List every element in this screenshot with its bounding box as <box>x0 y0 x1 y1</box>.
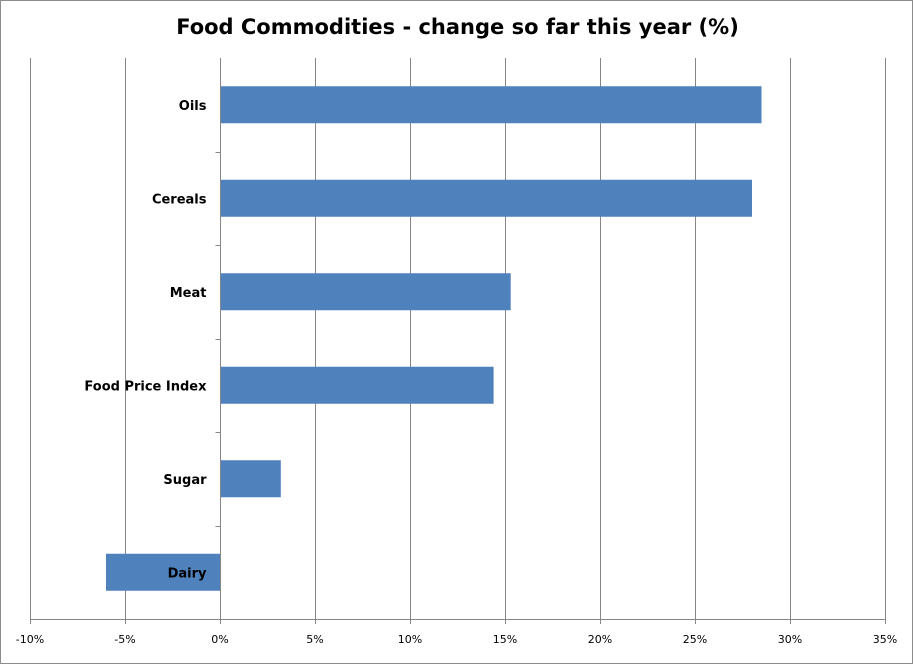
category-label: Dairy <box>168 566 207 581</box>
axes <box>30 58 886 624</box>
x-tick-label: 30% <box>778 633 802 646</box>
bar-meat <box>220 273 511 311</box>
bar-sugar <box>220 460 281 498</box>
labels: -10% -5% 0% 5% 10% 15% 20% 25% 30% 35% Oils Cereals… <box>16 99 897 646</box>
x-tick-label: 15% <box>493 633 517 646</box>
category-label: Sugar <box>163 473 207 488</box>
x-tick-label: 10% <box>398 633 422 646</box>
x-tick-label: -10% <box>16 633 44 646</box>
x-tick-label: 5% <box>306 633 323 646</box>
x-tick-label: 25% <box>683 633 707 646</box>
bars <box>106 86 762 591</box>
bar-cereals <box>220 179 752 217</box>
x-tick-label: 0% <box>211 633 228 646</box>
x-tick-label: 20% <box>588 633 612 646</box>
bar-oils <box>220 86 762 124</box>
chart-title: Food Commodities - change so far this ye… <box>176 15 739 39</box>
bar-dairy <box>106 553 220 591</box>
category-label: Cereals <box>152 192 207 207</box>
category-label: Meat <box>170 286 207 301</box>
category-label: Food Price Index <box>84 379 207 394</box>
category-label: Oils <box>179 99 207 114</box>
gridlines <box>30 58 886 619</box>
x-tick-label: 35% <box>873 633 897 646</box>
bar-food-price-index <box>220 366 494 404</box>
x-tick-label: -5% <box>114 633 135 646</box>
